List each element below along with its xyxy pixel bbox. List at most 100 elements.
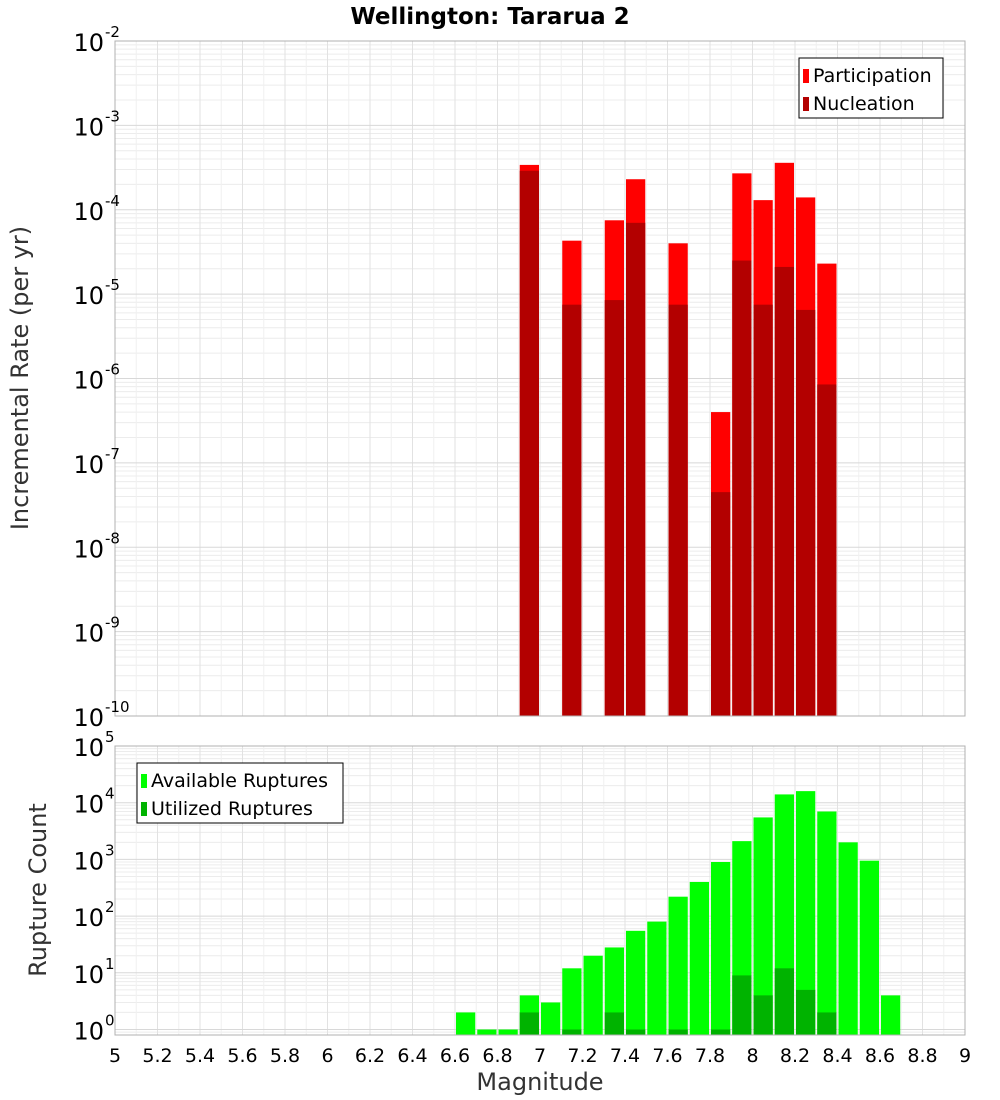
- count-y-tick-label: 10: [73, 904, 104, 932]
- x-tick-label: 6: [321, 1045, 333, 1067]
- rate-y-tick-label: 10: [73, 620, 104, 648]
- x-tick-label: 5.6: [227, 1045, 257, 1067]
- count-y-tick-exponent: 1: [105, 955, 115, 973]
- count-y-tick-exponent: 4: [105, 785, 115, 803]
- rate-legend-box: [798, 57, 944, 119]
- rate-bar-nucleation: [817, 384, 837, 716]
- rate-legend-swatch: [803, 69, 809, 83]
- rate-y-tick-label: 10: [73, 282, 104, 310]
- rate-y-tick-exponent: -2: [105, 23, 120, 41]
- rate-y-axis-label: Incremental Rate (per yr): [6, 226, 34, 530]
- rate-bar-nucleation: [604, 300, 624, 716]
- x-tick-label: 5.4: [185, 1045, 215, 1067]
- x-tick-label: 8.4: [822, 1045, 852, 1067]
- rate-plot-frame: [114, 40, 966, 717]
- count-bar-utilized-ruptures: [796, 989, 816, 1035]
- count-bar-available-ruptures: [796, 791, 816, 1035]
- rate-y-tick-exponent: -5: [105, 276, 120, 294]
- x-tick-label: 8.8: [907, 1045, 937, 1067]
- rate-legend-label: Participation: [813, 65, 932, 87]
- rate-y-tick-label: 10: [73, 367, 104, 395]
- x-tick-label: 8.2: [780, 1045, 810, 1067]
- rate-y-tick-exponent: -10: [105, 698, 130, 716]
- rate-bar-nucleation: [711, 492, 731, 716]
- rate-bar-nucleation: [796, 309, 816, 716]
- count-bar-available-ruptures: [477, 1029, 497, 1035]
- rate-bar-nucleation: [668, 304, 688, 716]
- x-tick-label: 6.4: [397, 1045, 427, 1067]
- x-tick-label: 8: [746, 1045, 758, 1067]
- count-bar-utilized-ruptures: [711, 1029, 731, 1035]
- x-tick-label: 7: [534, 1045, 546, 1067]
- x-tick-label: 7.6: [652, 1045, 682, 1067]
- x-tick-label: 8.6: [865, 1045, 895, 1067]
- rate-bar-nucleation: [519, 170, 539, 716]
- count-bar-available-ruptures: [562, 968, 582, 1035]
- count-legend-swatch: [141, 774, 147, 788]
- count-bar-available-ruptures: [838, 842, 858, 1035]
- rate-bar-nucleation: [732, 260, 752, 716]
- rate-bar-nucleation: [753, 304, 773, 716]
- count-bar-available-ruptures: [541, 1002, 561, 1035]
- rate-legend-label: Nucleation: [813, 93, 915, 115]
- rate-y-tick-exponent: -6: [105, 361, 120, 379]
- x-tick-label: 7.2: [567, 1045, 597, 1067]
- rate-y-tick-exponent: -7: [105, 445, 120, 463]
- count-bar-utilized-ruptures: [604, 1012, 624, 1035]
- rate-legend: Participation Nucleation: [798, 57, 944, 119]
- x-tick-label: 9: [959, 1045, 971, 1067]
- count-bar-utilized-ruptures: [562, 1029, 582, 1035]
- count-bar-available-ruptures: [626, 930, 646, 1035]
- chart-title: Wellington: Tararua 2: [350, 4, 629, 30]
- count-bar-available-ruptures: [456, 1012, 476, 1035]
- count-bar-utilized-ruptures: [774, 968, 794, 1035]
- count-bar-available-ruptures: [859, 860, 879, 1035]
- count-y-tick-exponent: 5: [105, 728, 115, 746]
- rate-y-tick-label: 10: [73, 198, 104, 226]
- x-tick-label: 5: [109, 1045, 121, 1067]
- count-legend-box: [136, 762, 344, 824]
- rupture-count-panel: 10 010 110 210 310 410 55 5.2 5.4 5.6 5.8 6 6.2 6.4 6.…: [73, 728, 971, 1067]
- count-y-tick-label: 10: [73, 847, 104, 875]
- rate-y-tick-label: 10: [73, 113, 104, 141]
- rate-y-tick-label: 10: [73, 451, 104, 479]
- count-legend-swatch: [141, 802, 147, 816]
- count-bar-available-ruptures: [753, 817, 773, 1035]
- count-bar-available-ruptures: [583, 955, 603, 1035]
- count-legend: Available Ruptures Utilized Ruptures: [136, 762, 344, 824]
- count-bar-utilized-ruptures: [668, 1029, 688, 1035]
- rate-bar-nucleation: [774, 266, 794, 716]
- count-bar-available-ruptures: [647, 921, 667, 1035]
- count-bar-available-ruptures: [689, 881, 709, 1035]
- count-bar-utilized-ruptures: [626, 1029, 646, 1035]
- x-tick-label: 6.2: [355, 1045, 385, 1067]
- rate-y-tick-exponent: -9: [105, 614, 120, 632]
- x-tick-label: 6.6: [440, 1045, 470, 1067]
- count-bar-utilized-ruptures: [732, 975, 752, 1035]
- count-bar-utilized-ruptures: [753, 995, 773, 1035]
- count-y-tick-label: 10: [73, 734, 104, 762]
- x-tick-label: 5.2: [142, 1045, 172, 1067]
- count-bar-utilized-ruptures: [817, 1012, 837, 1035]
- count-legend-label: Utilized Ruptures: [151, 798, 313, 820]
- count-legend-label: Available Ruptures: [151, 770, 328, 792]
- rate-y-tick-label: 10: [73, 535, 104, 563]
- rate-y-tick-exponent: -3: [105, 107, 120, 125]
- count-y-tick-label: 10: [73, 1018, 104, 1046]
- rate-y-tick-exponent: -4: [105, 192, 120, 210]
- count-y-tick-label: 10: [73, 961, 104, 989]
- rate-bar-nucleation: [562, 304, 582, 716]
- count-bar-available-ruptures: [817, 811, 837, 1035]
- x-tick-label: 5.8: [270, 1045, 300, 1067]
- count-bar-available-ruptures: [668, 896, 688, 1035]
- count-bar-available-ruptures: [881, 995, 901, 1035]
- x-axis-label: Magnitude: [476, 1068, 603, 1096]
- count-bar-available-ruptures: [711, 861, 731, 1035]
- x-tick-label: 7.8: [695, 1045, 725, 1067]
- count-bar-utilized-ruptures: [519, 1012, 539, 1035]
- rate-y-tick-label: 10: [73, 704, 104, 732]
- count-y-tick-exponent: 2: [105, 898, 115, 916]
- count-bar-available-ruptures: [498, 1029, 518, 1035]
- rate-legend-swatch: [803, 97, 809, 111]
